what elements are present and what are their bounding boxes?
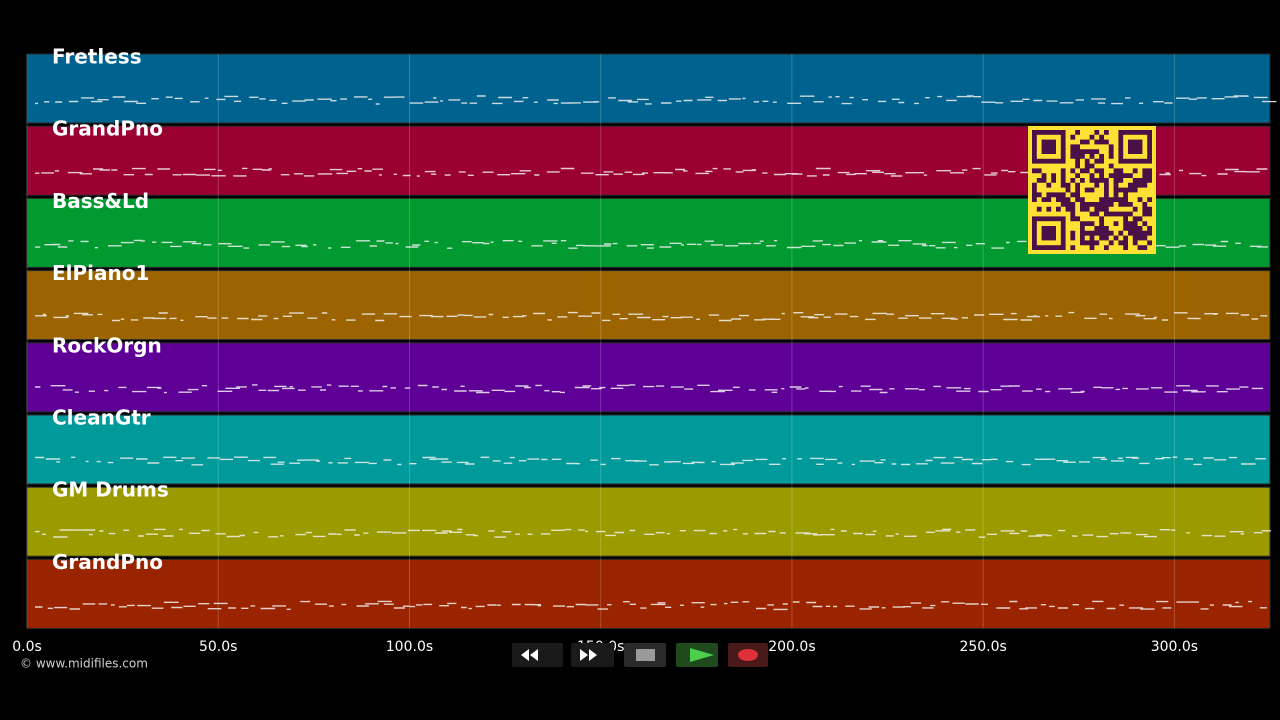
tick-label: 300.0s	[1151, 639, 1198, 655]
tick-label: 50.0s	[199, 639, 237, 655]
tick-label: 0.0s	[12, 639, 42, 655]
qr-code	[1028, 126, 1156, 254]
note-strokes	[35, 528, 1271, 538]
forward-icon	[580, 649, 597, 661]
track-lane	[26, 486, 1271, 557]
track-name: Bass&Ld	[52, 189, 149, 213]
qr-finder	[1128, 139, 1143, 154]
transport-controls	[512, 643, 768, 667]
track-names: Fretless GrandPno Bass&Ld ElPiano1 RockOrgn C…	[52, 45, 169, 574]
track-name: GM Drums	[52, 478, 169, 502]
track-name: ElPiano1	[52, 261, 149, 285]
tick-label: 250.0s	[959, 639, 1006, 655]
track-lane	[26, 558, 1271, 629]
time-grid	[26, 54, 1175, 629]
track-name: GrandPno	[52, 117, 163, 141]
track-lane	[26, 342, 1271, 413]
track-name: Fretless	[52, 45, 142, 69]
qr-finder	[1041, 139, 1056, 154]
rewind-icon	[521, 649, 538, 661]
record-icon	[738, 649, 758, 661]
note-strokes	[35, 95, 1277, 105]
qr-finder	[1041, 226, 1056, 241]
track-lane	[26, 270, 1271, 341]
play-icon	[690, 648, 714, 662]
track-name: GrandPno	[52, 550, 163, 574]
note-strokes	[35, 311, 1268, 322]
track-name: CleanGtr	[52, 406, 151, 430]
note-strokes	[35, 456, 1267, 466]
tick-label: 200.0s	[768, 639, 815, 655]
note-strokes	[35, 600, 1267, 611]
copyright: © www.midifiles.com	[20, 657, 148, 671]
stop-icon	[636, 649, 655, 661]
qr-modules	[1032, 130, 1152, 250]
track-name: RockOrgn	[52, 333, 162, 357]
note-strokes	[35, 384, 1264, 394]
track-lane	[26, 414, 1271, 485]
track-lane	[26, 53, 1271, 124]
tick-label: 100.0s	[386, 639, 433, 655]
